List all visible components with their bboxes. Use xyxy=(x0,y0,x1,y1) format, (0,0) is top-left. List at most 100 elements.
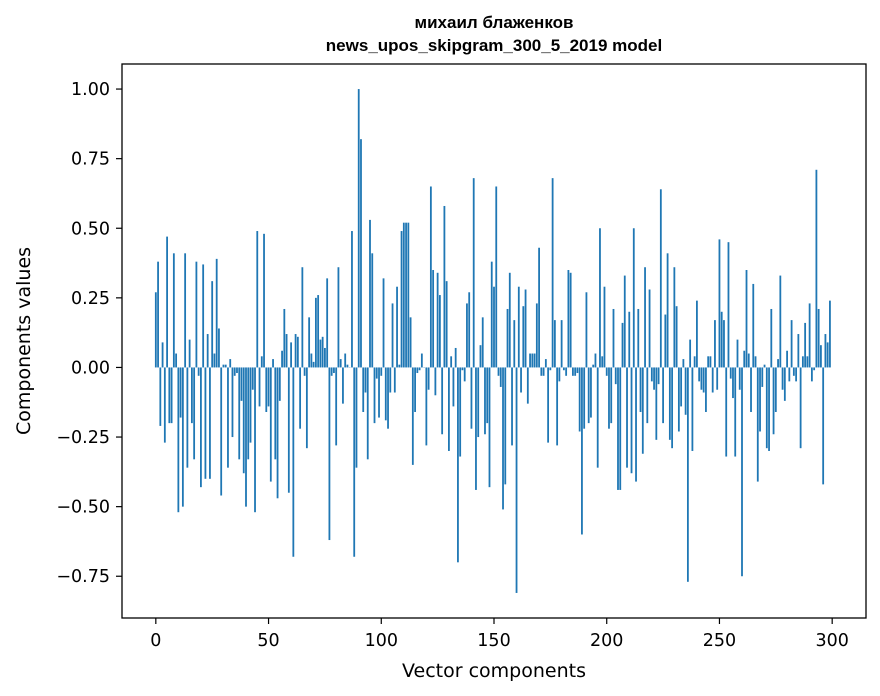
x-axis-ticks: 0 50 100 150 200 250 300 xyxy=(150,618,849,651)
bar xyxy=(186,367,189,468)
bar xyxy=(454,347,457,368)
bar xyxy=(720,311,723,368)
bar xyxy=(585,292,588,368)
bar xyxy=(499,367,502,387)
bar xyxy=(768,367,770,451)
bar xyxy=(668,367,671,440)
bar xyxy=(700,367,703,390)
bar xyxy=(641,367,644,454)
bar xyxy=(574,367,577,376)
bar xyxy=(416,367,419,374)
bar xyxy=(587,367,590,424)
y-axis-label: Components values xyxy=(13,247,35,435)
bar xyxy=(562,367,565,371)
bar xyxy=(696,300,698,368)
bar xyxy=(301,267,304,368)
bar xyxy=(738,367,741,390)
bar xyxy=(729,367,732,379)
bar xyxy=(650,367,653,382)
bar xyxy=(227,367,229,468)
bar xyxy=(303,367,306,376)
bar xyxy=(382,278,385,368)
bar xyxy=(644,267,646,368)
bar xyxy=(698,367,701,382)
bar xyxy=(414,367,416,412)
bar xyxy=(179,367,182,418)
bar xyxy=(344,353,347,368)
bar xyxy=(333,367,335,374)
bar xyxy=(765,367,768,449)
bar xyxy=(664,314,667,368)
bar xyxy=(777,359,779,368)
bar xyxy=(181,367,184,507)
bar xyxy=(770,308,773,368)
bar xyxy=(461,367,464,371)
bar xyxy=(218,328,220,368)
bar xyxy=(549,367,552,371)
bar xyxy=(314,297,317,368)
bar xyxy=(612,308,615,368)
bar xyxy=(736,339,739,368)
bar xyxy=(470,367,473,429)
bar xyxy=(673,267,676,368)
bar xyxy=(463,367,466,382)
bar xyxy=(626,367,628,468)
bar xyxy=(206,334,209,368)
bar xyxy=(184,253,187,368)
bar xyxy=(418,367,421,371)
bar xyxy=(495,186,498,368)
bar xyxy=(533,353,536,368)
bar xyxy=(581,367,583,535)
bar xyxy=(448,367,450,451)
bar xyxy=(292,367,295,557)
bar xyxy=(741,367,743,577)
bar xyxy=(560,320,563,368)
bar xyxy=(305,367,308,449)
bar xyxy=(274,367,277,460)
bar xyxy=(542,367,545,376)
bar xyxy=(732,367,734,399)
bar xyxy=(707,356,710,368)
bar xyxy=(682,359,685,368)
bar xyxy=(254,367,256,513)
bar xyxy=(551,178,554,368)
bar xyxy=(596,367,599,468)
bar xyxy=(407,222,410,368)
bar xyxy=(389,367,392,393)
bar xyxy=(594,353,597,368)
bar xyxy=(265,367,268,412)
bar xyxy=(792,367,795,376)
bar xyxy=(263,233,265,368)
bar xyxy=(653,367,655,390)
y-tick-label: 0.75 xyxy=(71,150,110,170)
bar xyxy=(398,364,401,368)
bar xyxy=(680,367,683,407)
bar xyxy=(229,359,232,368)
bar xyxy=(646,367,649,424)
bar xyxy=(576,367,579,374)
bar xyxy=(337,267,340,368)
bar xyxy=(795,367,798,382)
bar xyxy=(623,275,626,368)
bar xyxy=(378,367,380,418)
bar xyxy=(353,367,356,557)
bar xyxy=(745,270,748,368)
y-tick-label: −0.25 xyxy=(56,428,110,448)
bar xyxy=(648,289,651,368)
bar xyxy=(371,253,374,368)
y-tick-label: 0.00 xyxy=(71,358,110,378)
bar xyxy=(445,281,448,368)
bar xyxy=(190,367,193,424)
bar xyxy=(427,367,430,390)
bar xyxy=(481,317,484,368)
bar xyxy=(326,278,329,368)
bar xyxy=(815,169,818,368)
bar xyxy=(655,367,658,440)
bar xyxy=(686,367,689,582)
bar xyxy=(366,367,369,460)
bar xyxy=(621,322,624,368)
bar xyxy=(200,367,202,488)
bar xyxy=(188,339,191,368)
bar xyxy=(202,264,205,368)
bar xyxy=(614,367,617,385)
